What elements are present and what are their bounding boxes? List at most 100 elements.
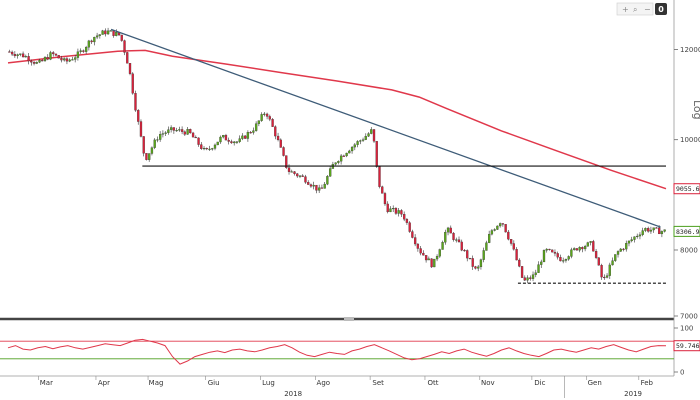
price-tag-box — [673, 340, 700, 352]
candle-body — [520, 266, 524, 278]
candle-body — [512, 243, 515, 250]
candle-body — [252, 130, 255, 133]
candle-body — [87, 40, 91, 48]
candle-body — [339, 155, 343, 162]
candle-body — [619, 248, 622, 252]
candle-body — [636, 235, 639, 238]
candle-body — [342, 155, 346, 157]
rsi-y-axis-ticks: 100 0 59.7469 — [673, 325, 700, 377]
candle-body — [71, 59, 74, 61]
x-year-label: 2018 — [284, 390, 302, 398]
candle-body — [60, 58, 63, 61]
candle-body — [509, 239, 513, 244]
candle-body — [386, 203, 389, 213]
candle-body — [370, 129, 373, 134]
add-icon[interactable]: + — [622, 5, 629, 14]
candle-body — [224, 135, 228, 141]
candle-body — [326, 176, 329, 185]
x-tick-label: Dic — [534, 379, 545, 387]
candle-body — [488, 233, 491, 243]
candle-body — [323, 183, 326, 189]
candle-body — [523, 277, 526, 281]
candle-body — [290, 171, 293, 173]
candle-body — [41, 60, 44, 62]
x-tick-label: Mag — [149, 379, 164, 387]
candle-body — [424, 255, 428, 261]
candle-body — [559, 257, 562, 262]
candle-body — [74, 57, 77, 60]
candle-body — [298, 175, 302, 177]
candle-body — [350, 146, 354, 152]
x-tick-label: Gen — [588, 379, 602, 387]
candle-body — [394, 208, 398, 214]
candle-body — [534, 272, 537, 275]
candle-body — [16, 54, 19, 57]
candle-body — [660, 231, 664, 235]
candle-body — [586, 242, 590, 247]
candle-body — [82, 50, 85, 52]
candle-body — [614, 254, 617, 261]
candle-body — [27, 56, 30, 62]
badge-label: 0 — [658, 5, 664, 14]
price-tag-label: 59.7469 — [676, 342, 700, 350]
candle-body — [205, 147, 208, 150]
candle-body — [416, 243, 420, 249]
candle-body — [367, 133, 370, 137]
candle-body — [578, 247, 581, 251]
candle-body — [501, 223, 505, 225]
candle-body — [589, 241, 592, 243]
candle-body — [526, 277, 529, 281]
candle-body — [98, 34, 101, 36]
candle-body — [345, 152, 348, 157]
candle-body — [57, 55, 60, 59]
candle-body — [161, 133, 165, 135]
candle-body — [79, 50, 82, 52]
candle-body — [498, 223, 502, 227]
candle-body — [304, 176, 307, 183]
zoom-icon[interactable]: ⌕ — [633, 5, 637, 14]
candle-body — [106, 30, 110, 35]
candle-body — [622, 248, 625, 250]
y-tick-label: 8000 — [680, 246, 698, 254]
candle-body — [30, 60, 33, 63]
candle-body — [627, 240, 631, 244]
candle-body — [312, 184, 315, 187]
candle-body — [126, 52, 129, 64]
candle-body — [625, 243, 628, 250]
candle-body — [504, 224, 507, 233]
panel-resize-handle[interactable] — [344, 317, 354, 321]
zoom-out-icon[interactable]: − — [644, 5, 651, 14]
candle-body — [507, 231, 510, 240]
candle-body — [551, 249, 554, 253]
candle-body — [65, 58, 69, 62]
candle-body — [474, 266, 477, 269]
candle-body — [553, 251, 557, 254]
candle-body — [422, 252, 425, 256]
candle-body — [364, 136, 367, 140]
candle-body — [257, 120, 261, 124]
candle-body — [268, 116, 271, 120]
candle-body — [95, 35, 99, 38]
candle-body — [241, 135, 244, 139]
candle-body — [197, 137, 200, 145]
candle-body — [490, 230, 494, 235]
badge-button[interactable] — [655, 3, 667, 15]
candle-body — [400, 210, 403, 215]
candle-body — [32, 62, 36, 64]
chart-toolbar: + ⌕ − 0 — [616, 2, 667, 16]
candle-body — [279, 139, 282, 148]
candle-body — [54, 53, 58, 56]
candle-body — [433, 258, 436, 268]
candle-body — [169, 127, 173, 130]
price-tag-label: 8306.9402 — [676, 228, 700, 236]
candle-body — [309, 184, 313, 187]
candle-body — [337, 161, 340, 163]
x-tick-label: Feb — [641, 379, 654, 387]
candle-body — [137, 110, 140, 122]
candlestick-layer — [8, 27, 666, 284]
candle-body — [287, 167, 291, 172]
candle-body — [227, 139, 230, 142]
candle-body — [285, 155, 288, 168]
y-tick-label: 7000 — [680, 313, 698, 321]
trendline — [110, 28, 661, 228]
